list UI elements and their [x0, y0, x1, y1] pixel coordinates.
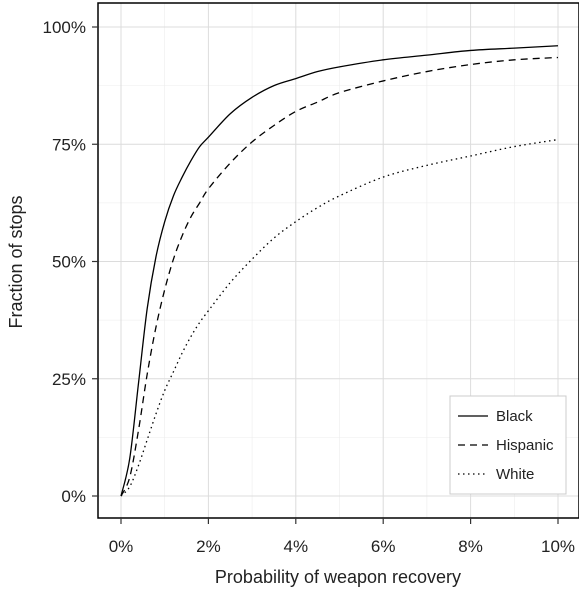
x-tick-label: 10%	[541, 537, 575, 556]
x-tick-label: 0%	[109, 537, 134, 556]
axis-ticks	[92, 26, 559, 524]
y-tick-label: 75%	[52, 135, 86, 154]
x-tick-label: 8%	[458, 537, 483, 556]
y-tick-label: 50%	[52, 253, 86, 272]
x-tick-label: 2%	[196, 537, 221, 556]
x-tick-label: 4%	[284, 537, 309, 556]
series-line-hispanic	[120, 56, 559, 497]
legend-label-white: White	[496, 466, 534, 483]
y-tick-label: 0%	[61, 487, 86, 506]
series-layer	[120, 45, 559, 497]
series-line-black	[120, 45, 559, 497]
plot-border	[97, 2, 579, 519]
x-axis-title: Probability of weapon recovery	[215, 567, 461, 587]
legend-label-black: Black	[496, 408, 533, 425]
tick-labels: 0% 2% 4% 6% 8% 10% 0% 25% 50% 75% 100%	[43, 18, 576, 556]
legend: Black Hispanic White	[449, 395, 567, 495]
grid	[98, 3, 579, 518]
y-axis-title: Fraction of stops	[6, 195, 26, 328]
legend-label-hispanic: Hispanic	[496, 437, 554, 454]
y-tick-label: 100%	[43, 18, 86, 37]
y-tick-label: 25%	[52, 370, 86, 389]
x-tick-label: 6%	[371, 537, 396, 556]
legend-box	[449, 395, 567, 495]
